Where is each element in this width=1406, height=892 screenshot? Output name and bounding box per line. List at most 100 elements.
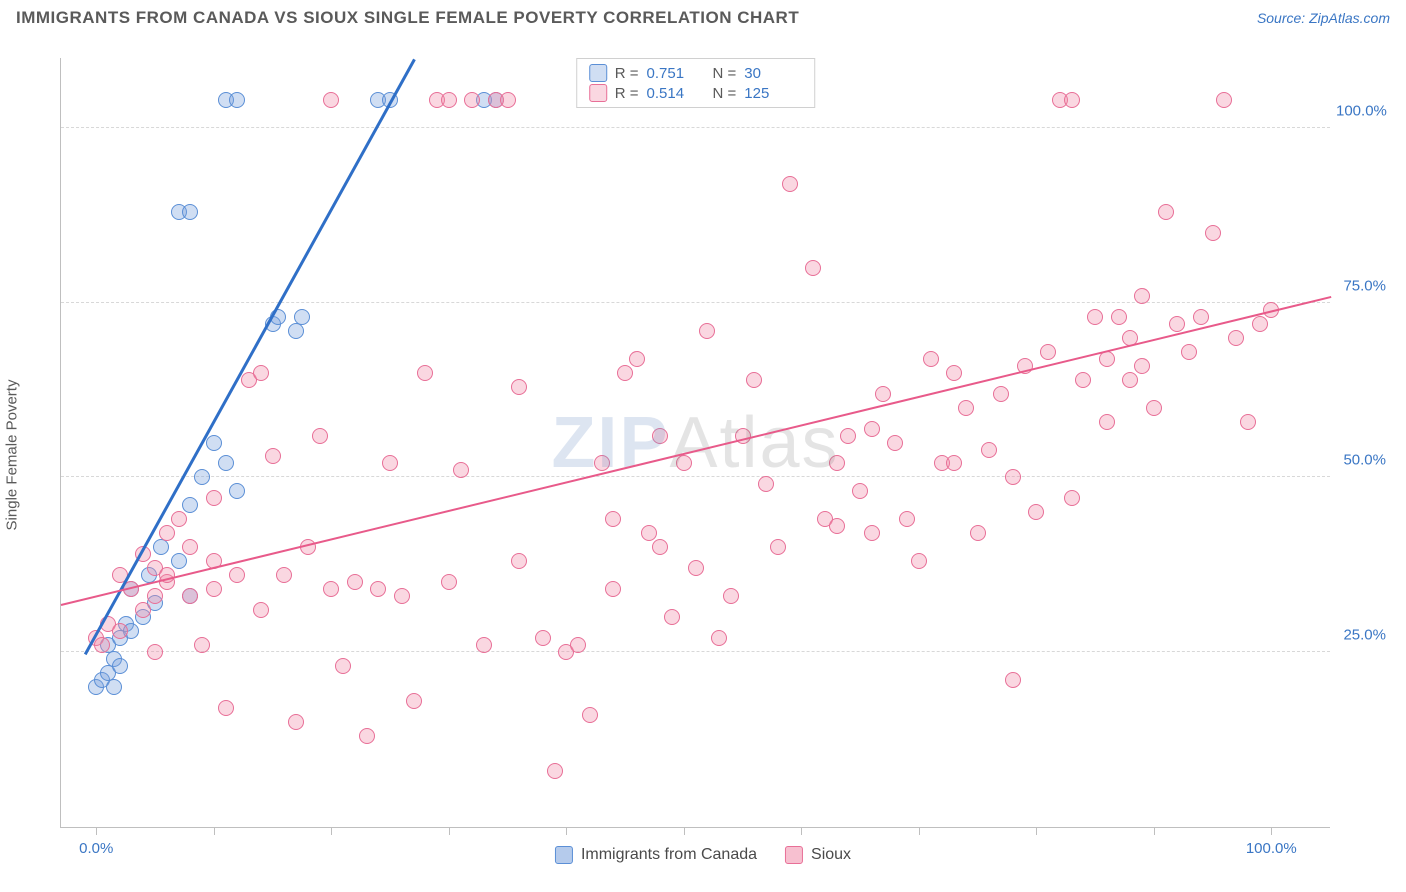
data-point	[852, 483, 868, 499]
data-point	[147, 644, 163, 660]
data-point	[112, 623, 128, 639]
correlation-legend: R =0.751N =30R =0.514N =125	[576, 58, 816, 108]
data-point	[829, 518, 845, 534]
data-point	[746, 372, 762, 388]
gridline	[61, 127, 1330, 128]
data-point	[218, 700, 234, 716]
data-point	[1216, 92, 1232, 108]
data-point	[194, 469, 210, 485]
data-point	[182, 588, 198, 604]
legend-label: Sioux	[811, 846, 851, 864]
data-point	[464, 92, 480, 108]
x-tick	[1154, 827, 1155, 835]
data-point	[1040, 344, 1056, 360]
data-point	[229, 567, 245, 583]
data-point	[276, 567, 292, 583]
data-point	[253, 365, 269, 381]
data-point	[723, 588, 739, 604]
x-tick	[331, 827, 332, 835]
data-point	[1252, 316, 1268, 332]
data-point	[323, 581, 339, 597]
data-point	[182, 204, 198, 220]
data-point	[206, 581, 222, 597]
data-point	[1028, 504, 1044, 520]
data-point	[229, 92, 245, 108]
chart-container: Single Female Poverty ZIPAtlas R =0.751N…	[16, 40, 1390, 870]
data-point	[406, 693, 422, 709]
data-point	[288, 323, 304, 339]
data-point	[782, 176, 798, 192]
data-point	[347, 574, 363, 590]
chart-title: IMMIGRANTS FROM CANADA VS SIOUX SINGLE F…	[16, 8, 799, 28]
watermark: ZIPAtlas	[551, 402, 839, 484]
data-point	[582, 707, 598, 723]
data-point	[1193, 309, 1209, 325]
data-point	[206, 435, 222, 451]
data-point	[605, 581, 621, 597]
data-point	[875, 386, 891, 402]
data-point	[171, 511, 187, 527]
legend-n-value: 30	[744, 65, 792, 82]
data-point	[500, 92, 516, 108]
x-tick	[801, 827, 802, 835]
y-tick-label: 75.0%	[1336, 277, 1386, 294]
data-point	[511, 379, 527, 395]
data-point	[688, 560, 704, 576]
legend-n-label: N =	[713, 65, 737, 82]
legend-item: Immigrants from Canada	[555, 846, 757, 864]
data-point	[153, 539, 169, 555]
data-point	[946, 455, 962, 471]
data-point	[629, 351, 645, 367]
legend-r-label: R =	[615, 85, 639, 102]
y-tick-label: 50.0%	[1336, 452, 1386, 469]
data-point	[676, 455, 692, 471]
data-point	[1158, 204, 1174, 220]
x-tick	[96, 827, 97, 835]
data-point	[923, 351, 939, 367]
data-point	[476, 637, 492, 653]
y-tick-label: 25.0%	[1336, 627, 1386, 644]
data-point	[840, 428, 856, 444]
legend-item: Sioux	[785, 846, 851, 864]
data-point	[1005, 672, 1021, 688]
data-point	[887, 435, 903, 451]
source-label: Source: ZipAtlas.com	[1257, 10, 1390, 26]
data-point	[758, 476, 774, 492]
data-point	[617, 365, 633, 381]
legend-n-label: N =	[713, 85, 737, 102]
data-point	[547, 763, 563, 779]
data-point	[1122, 372, 1138, 388]
data-point	[1099, 414, 1115, 430]
data-point	[359, 728, 375, 744]
data-point	[171, 553, 187, 569]
data-point	[1240, 414, 1256, 430]
data-point	[182, 497, 198, 513]
data-point	[970, 525, 986, 541]
data-point	[441, 92, 457, 108]
legend-swatch	[589, 84, 607, 102]
gridline	[61, 651, 1330, 652]
data-point	[993, 386, 1009, 402]
legend-swatch	[785, 846, 803, 864]
data-point	[206, 490, 222, 506]
data-point	[652, 539, 668, 555]
gridline	[61, 476, 1330, 477]
data-point	[911, 553, 927, 569]
data-point	[294, 309, 310, 325]
data-point	[312, 428, 328, 444]
data-point	[511, 553, 527, 569]
legend-row: R =0.751N =30	[589, 63, 803, 83]
legend-n-value: 125	[744, 85, 792, 102]
data-point	[1146, 400, 1162, 416]
series-legend: Immigrants from Canada Sioux	[555, 846, 851, 864]
data-point	[253, 602, 269, 618]
data-point	[605, 511, 621, 527]
data-point	[770, 539, 786, 555]
x-tick	[449, 827, 450, 835]
data-point	[946, 365, 962, 381]
data-point	[711, 630, 727, 646]
data-point	[1005, 469, 1021, 485]
data-point	[453, 462, 469, 478]
data-point	[106, 679, 122, 695]
data-point	[1228, 330, 1244, 346]
